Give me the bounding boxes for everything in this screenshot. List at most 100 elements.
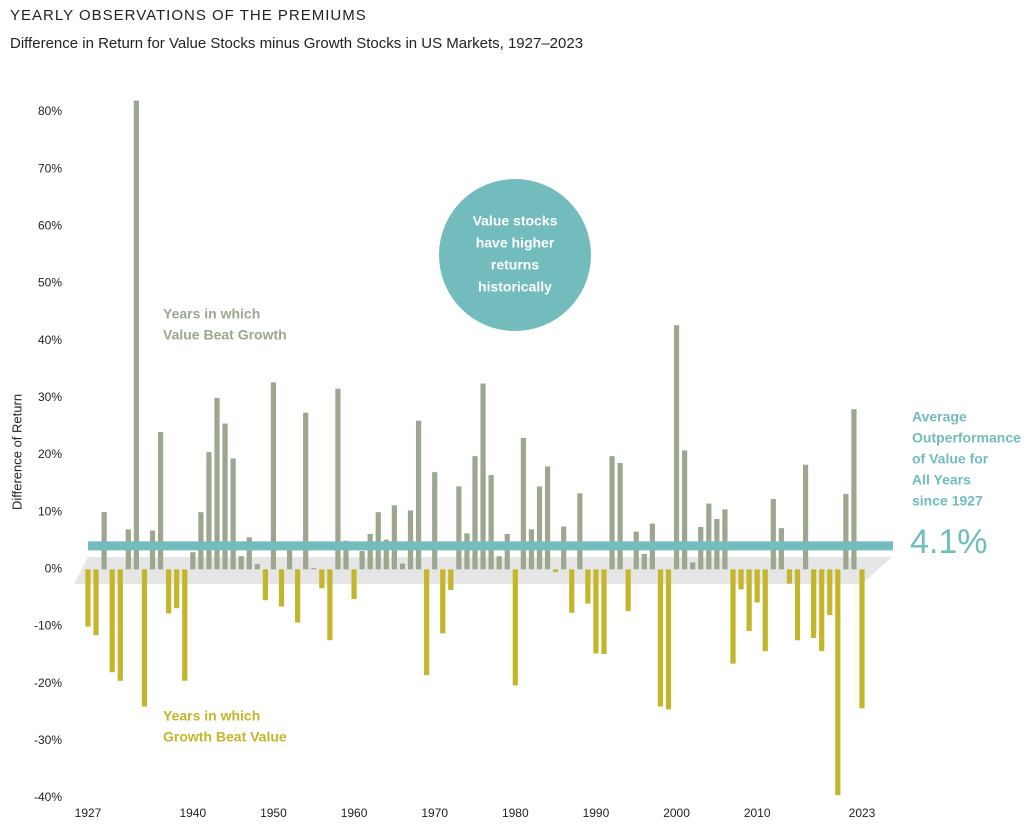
bar [827, 569, 833, 616]
y-tick-label: -10% [34, 619, 62, 633]
x-tick-label: 1927 [75, 806, 102, 820]
x-tick-label: 1940 [179, 806, 206, 820]
bar [448, 569, 454, 590]
bar [391, 505, 397, 570]
bar [633, 531, 639, 570]
bar [851, 409, 857, 570]
bar [730, 569, 736, 664]
y-tick-label: 60% [38, 219, 62, 233]
bar [464, 533, 470, 570]
bar [109, 569, 115, 673]
bar [536, 486, 543, 570]
bar [214, 397, 220, 570]
bar [238, 556, 244, 570]
bar [770, 499, 776, 570]
x-tick-label: 1980 [502, 806, 529, 820]
bar [93, 569, 99, 636]
x-tick-label: 1960 [341, 806, 368, 820]
annotation: Growth Beat Value [163, 729, 287, 745]
bar [794, 569, 801, 641]
average-label: 4.1% [910, 523, 988, 561]
chart-title: YEARLY OBSERVATIONS OF THE PREMIUMS [10, 7, 367, 24]
bar [722, 509, 728, 570]
bar [254, 564, 260, 570]
y-tick-label: 30% [38, 390, 62, 404]
annotation: Years in which [163, 306, 260, 322]
average-text: All Years [912, 472, 971, 488]
y-tick-label: 70% [38, 161, 62, 175]
bar [359, 551, 365, 570]
bar [415, 420, 422, 570]
bar [230, 458, 236, 570]
bar [617, 463, 623, 570]
bar [488, 475, 494, 570]
bar [641, 553, 647, 570]
chart-subtitle: Difference in Return for Value Stocks mi… [10, 35, 583, 52]
bar [843, 493, 849, 570]
bar [85, 569, 91, 627]
bar [657, 569, 664, 707]
bar [327, 569, 333, 641]
bar [762, 569, 768, 652]
bar [222, 423, 228, 570]
callout-text: Value stocks [473, 213, 558, 229]
bar [343, 540, 349, 570]
bar [157, 432, 164, 570]
bar [520, 437, 526, 570]
average-text: of Value for [912, 451, 989, 467]
bar [286, 547, 293, 570]
average-text: since 1927 [912, 493, 983, 509]
bar [101, 512, 107, 570]
bar [746, 569, 752, 632]
y-tick-label: 10% [38, 504, 62, 518]
bar [811, 569, 817, 638]
y-tick-label: -40% [34, 790, 62, 804]
bar [859, 569, 865, 709]
bar [182, 569, 188, 681]
x-tick-label: 1970 [421, 806, 448, 820]
bar [625, 569, 631, 612]
bar [335, 388, 341, 570]
x-tick-label: 1950 [260, 806, 287, 820]
bar [577, 493, 583, 570]
bar [407, 510, 414, 570]
bar [754, 569, 760, 603]
bar [319, 569, 325, 589]
bar [665, 569, 672, 710]
callout-text: have higher [476, 235, 555, 251]
bar [504, 533, 510, 570]
bar [246, 537, 252, 570]
bar [311, 568, 317, 570]
bar [553, 569, 559, 573]
callout-text: returns [491, 257, 539, 273]
annotation: Value Beat Growth [163, 327, 287, 343]
bar [456, 486, 462, 570]
bar [544, 466, 551, 570]
bar [206, 452, 212, 570]
y-tick-label: -20% [34, 676, 62, 690]
bar [198, 512, 204, 570]
bar [383, 539, 389, 570]
bar [593, 569, 599, 654]
bar [399, 563, 406, 570]
bar [496, 556, 502, 570]
annotation: Years in which [163, 708, 260, 724]
bar [270, 382, 277, 570]
bar [133, 100, 139, 570]
bar [480, 383, 486, 570]
bar [375, 512, 381, 570]
bar [190, 552, 196, 570]
bar [278, 569, 285, 607]
bar [819, 569, 825, 652]
y-tick-label: 0% [45, 562, 63, 576]
bar [432, 472, 438, 570]
y-tick-label: 40% [38, 333, 62, 347]
bar [367, 533, 373, 570]
x-tick-label: 2000 [663, 806, 690, 820]
bar [835, 569, 841, 796]
x-tick-label: 1990 [583, 806, 610, 820]
bar [117, 569, 123, 681]
bar [706, 503, 712, 570]
bar [303, 412, 309, 570]
